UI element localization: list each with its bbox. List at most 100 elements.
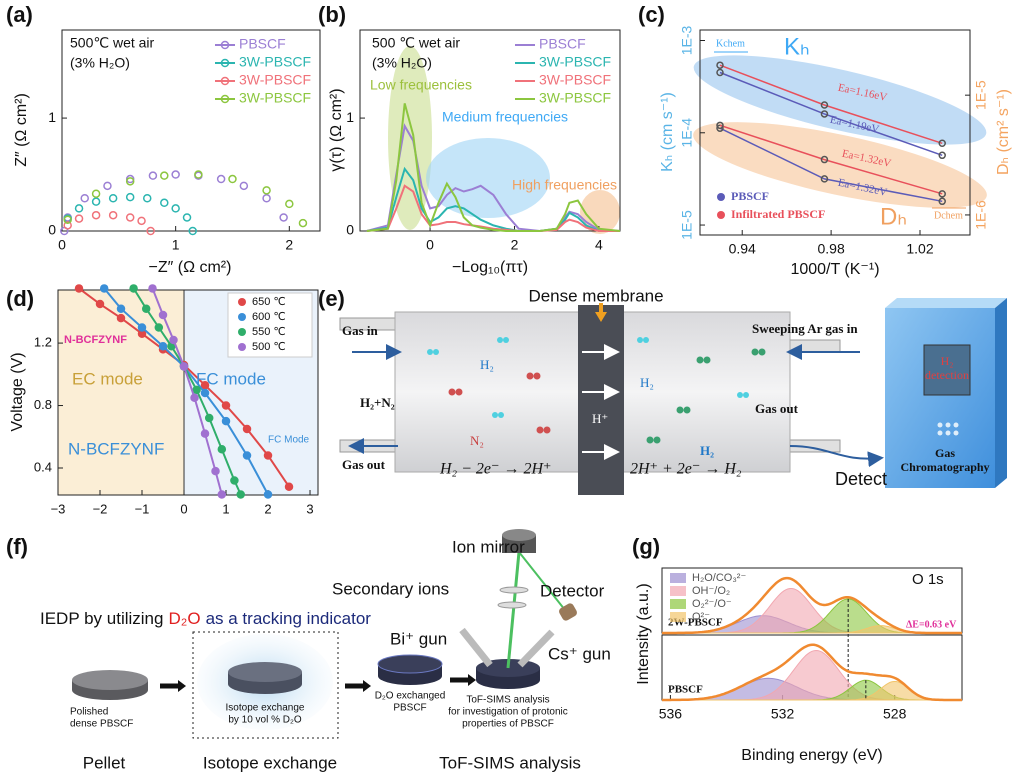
- annotation: Dₕ: [880, 203, 907, 230]
- data-point: [182, 213, 192, 222]
- molecule: [743, 392, 749, 398]
- data-point: [137, 216, 146, 226]
- y-axis-label: γ(τ) (Ω cm²): [328, 88, 345, 171]
- equation: H₂ − 2e⁻ → 2H⁺: [439, 461, 551, 478]
- data-point: [211, 466, 220, 476]
- panel-label: (e): [318, 286, 345, 311]
- y2-axis-label: Dₕ (cm² s⁻¹): [995, 89, 1012, 175]
- data-point: [820, 110, 829, 118]
- label: Gas in: [342, 323, 379, 338]
- molecule: [953, 430, 959, 436]
- y-tick-label: 1.2: [34, 335, 52, 350]
- pellet: [377, 654, 443, 674]
- x-axis-label: Binding energy (eV): [741, 747, 882, 764]
- legend-swatch: [238, 343, 246, 351]
- molecule: [737, 392, 743, 398]
- label: N₂: [470, 433, 484, 448]
- membrane-diagram: [339, 298, 1007, 495]
- data-point: [190, 393, 199, 402]
- caption: D₂O exchanged: [375, 691, 446, 702]
- heading-part: D₂O: [168, 609, 200, 628]
- data-point: [242, 451, 252, 460]
- chart: 0 1 2 0 1 PBSCF 3W-PBSCF 3W-PBSCF 3W-PBSCF: [48, 29, 321, 253]
- data-point: [108, 194, 118, 203]
- gas-chromatograph: [885, 308, 995, 488]
- molecule: [637, 337, 643, 343]
- chart: −3 −2 −1 0 1 2 3 0.4 0.8 1.2 650 ℃ 600 ℃ 550 ℃ 500 ℃ N…: [34, 284, 319, 516]
- legend-label: 3W-PBSCF: [239, 90, 311, 106]
- legend-swatch: [670, 573, 686, 583]
- molecule: [945, 430, 951, 436]
- annotation: (3% H₂O): [372, 55, 432, 71]
- legend-label: 600 ℃: [252, 311, 286, 323]
- ion-beam: [518, 551, 566, 611]
- caption: dense PBSCF: [70, 719, 133, 730]
- arrow: [595, 312, 607, 322]
- data-point: [158, 310, 168, 320]
- data-point: [938, 151, 946, 160]
- arrow: [363, 680, 371, 692]
- label: Gas out: [755, 401, 799, 416]
- data-point: [938, 139, 946, 148]
- data-point: [236, 490, 245, 499]
- molecule: [758, 348, 766, 356]
- x-tick-label: 0.98: [817, 241, 844, 257]
- annotation: EC mode: [72, 369, 143, 388]
- chart: 0.94 0.98 1.02 1E-3 1E-4 1E-5 1E-5 1E-6 PBSCF Inf…: [679, 26, 989, 257]
- legend-label: 650 ℃: [252, 296, 286, 308]
- annotation: O 1s: [912, 571, 944, 588]
- data-point: [129, 284, 138, 293]
- label: H₂: [700, 443, 714, 458]
- x-tick-label: 1.02: [906, 241, 933, 257]
- x-tick-label: 528: [883, 706, 907, 722]
- label: Cs⁺ gun: [548, 644, 611, 663]
- data-point: [148, 284, 157, 293]
- panel-label: (g): [632, 534, 660, 559]
- data-point: [74, 204, 84, 213]
- data-point: [262, 186, 271, 195]
- x-axis-label: −Z″ (Ω cm²): [149, 259, 232, 276]
- legend-label: PBSCF: [239, 36, 286, 52]
- legend-swatch: [717, 193, 725, 201]
- ec-region: [58, 290, 185, 495]
- molecule: [646, 436, 654, 444]
- step-label: ToF-SIMS analysis: [439, 753, 581, 772]
- legend-swatch: [238, 313, 246, 321]
- x-tick-label: 532: [771, 706, 795, 722]
- molecule: [427, 349, 433, 355]
- annotation: FC Mode: [268, 435, 310, 446]
- y-axis-label: Z″ (Ω cm²): [13, 93, 30, 167]
- gas-chromatograph: [995, 298, 1007, 488]
- legend-swatch: [220, 40, 230, 50]
- data-point: [263, 451, 273, 460]
- legend-label: 3W-PBSCF: [239, 54, 311, 70]
- data-point: [158, 341, 168, 351]
- x-tick-label: 1: [222, 501, 229, 516]
- series-line: [366, 123, 621, 233]
- molecule: [953, 422, 959, 428]
- data-point: [80, 194, 89, 203]
- data-point: [820, 155, 829, 164]
- y-tick-label: 1: [48, 109, 56, 125]
- gas-chromatograph: [885, 298, 1007, 308]
- panel-label: (f): [6, 534, 28, 559]
- peak-component: [662, 649, 962, 701]
- chart: 0 2 4 0 1 PBSCF 3W-PBSCF 3W-PBSCF 3W-PBSCF: [346, 29, 621, 253]
- data-point: [239, 181, 249, 191]
- annotation: Kchem: [716, 38, 745, 49]
- buttons: [937, 422, 959, 436]
- data-point: [125, 177, 135, 186]
- data-point: [91, 189, 101, 198]
- molecule: [643, 337, 649, 343]
- annotation: Dchem: [934, 210, 963, 221]
- y-axis-label: Kₕ (cm s⁻¹): [659, 92, 676, 172]
- x-tick-label: 0: [426, 237, 434, 253]
- annotation: Medium frequencies: [442, 109, 568, 125]
- pellet: [228, 662, 302, 682]
- legend-swatch: [238, 328, 246, 336]
- process-diagram: [72, 529, 577, 739]
- equation: 2H⁺ + 2e⁻ → H₂: [630, 461, 742, 478]
- caption: Isotope exchange: [226, 703, 305, 714]
